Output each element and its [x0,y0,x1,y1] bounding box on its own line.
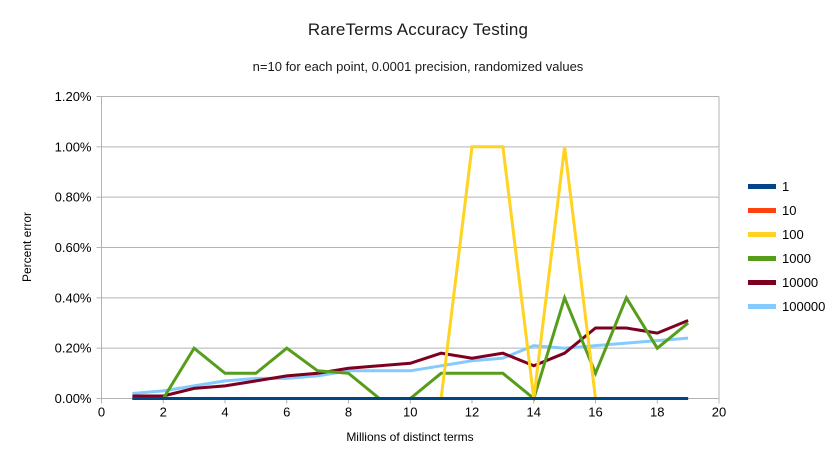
legend-swatch [748,183,776,189]
legend-item: 100000 [748,294,825,318]
legend-item-label: 1000 [782,250,811,266]
chart-subtitle: n=10 for each point, 0.0001 precision, r… [252,59,584,74]
x-tick-label: 6 [283,405,290,420]
series-line-100000 [132,336,689,395]
legend-item: 1000 [748,246,825,270]
y-tick-label: 0.60% [55,240,92,255]
series-line-100 [132,145,689,400]
x-tick-label: 16 [588,405,602,420]
x-tick-label: 12 [465,405,479,420]
chart-title: RareTerms Accuracy Testing [307,20,529,39]
y-tick-label: 0.80% [55,190,92,205]
y-tick-label: 0.00% [55,391,92,406]
legend-item: 100 [748,222,825,246]
x-tick-label: 8 [345,405,352,420]
legend-item-label: 100 [782,226,804,242]
legend-item-label: 100000 [782,298,826,314]
legend-swatch [748,279,776,285]
x-tick-label: 4 [221,405,228,420]
legend-item: 1 [748,174,825,198]
x-tick-label: 14 [527,405,541,420]
series-line-10000 [132,319,689,398]
legend-item-label: 10000 [782,274,819,290]
legend: 1 10 100 1000 10000 100000 [748,174,825,318]
x-tick-label: 2 [160,405,167,420]
x-tick-label: 10 [403,405,417,420]
legend-item-label: 10 [782,202,797,218]
y-tick-label: 0.20% [55,341,92,356]
x-tick-label: 20 [712,405,726,420]
y-tick-label: 0.40% [55,290,92,305]
legend-swatch [748,255,776,261]
y-tick-label: 1.20% [55,89,92,104]
x-tick-label: 0 [98,405,105,420]
legend-item-label: 1 [782,178,790,194]
legend-item: 10 [748,198,825,222]
x-tick-label: 18 [650,405,664,420]
y-tick-label: 1.00% [55,139,92,154]
legend-swatch [748,303,776,309]
legend-swatch [748,207,776,213]
legend-item: 10000 [748,270,825,294]
x-axis-title: Millions of distinct terms [346,430,474,444]
legend-swatch [748,231,776,237]
